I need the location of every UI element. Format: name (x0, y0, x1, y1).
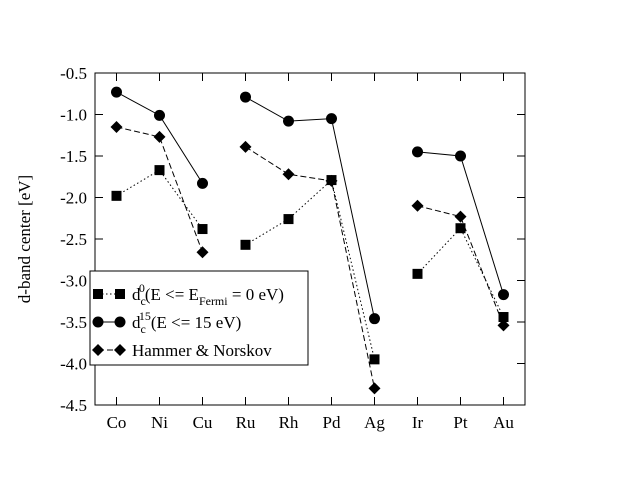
y-tick-label: -1.0 (60, 106, 87, 125)
legend-text-part: Fermi (199, 294, 228, 308)
x-tick-label: Rh (279, 413, 299, 432)
marker (411, 199, 424, 212)
marker (412, 146, 423, 158)
x-tick-label: Ag (364, 413, 385, 432)
marker (110, 120, 123, 133)
marker (196, 246, 209, 259)
marker (197, 177, 208, 189)
marker (412, 268, 423, 279)
marker (326, 113, 337, 125)
marker (498, 289, 509, 301)
y-tick-label: -3.0 (60, 272, 87, 291)
marker (240, 239, 251, 250)
series-line (116, 126, 203, 253)
x-tick-label: Cu (193, 413, 213, 432)
legend-text-part: (E <= 15 eV) (151, 313, 241, 332)
series-line (245, 96, 375, 319)
marker (111, 190, 122, 201)
marker (283, 214, 294, 225)
series-line (417, 205, 504, 326)
marker (325, 174, 338, 187)
series-line (245, 146, 375, 389)
marker (454, 210, 467, 223)
series-line (116, 169, 203, 230)
y-tick-label: -0.5 (60, 64, 87, 83)
marker (455, 223, 466, 234)
x-tick-label: Pd (323, 413, 341, 432)
marker (93, 289, 103, 299)
marker (368, 382, 381, 395)
legend-text-part: (E <= E (145, 285, 199, 304)
x-tick-label: Pt (453, 413, 467, 432)
marker (239, 140, 252, 153)
legend-text-part: d (132, 285, 141, 304)
marker (369, 313, 380, 325)
legend-text-part: c (141, 322, 146, 336)
marker (114, 344, 126, 356)
marker (282, 168, 295, 181)
series-line (245, 179, 375, 360)
marker (498, 312, 509, 323)
legend-label: dc0(E <= EFermi = 0 eV) (132, 281, 284, 308)
y-tick-label: -4.0 (60, 355, 87, 374)
marker (92, 316, 104, 328)
marker (153, 130, 166, 143)
y-tick-label: -3.5 (60, 313, 87, 332)
y-tick-label: -2.0 (60, 189, 87, 208)
marker (154, 109, 165, 121)
marker (92, 344, 104, 356)
marker (111, 86, 122, 98)
legend-text-part: 15 (139, 309, 151, 323)
marker (497, 319, 510, 332)
legend-text-part: Hammer & Norskov (132, 341, 272, 360)
marker (114, 316, 126, 328)
legend-label: Hammer & Norskov (132, 341, 272, 360)
y-tick-label: -1.5 (60, 147, 87, 166)
x-tick-label: Ru (236, 413, 256, 432)
marker (154, 165, 165, 176)
legend-text-part: = 0 eV) (228, 285, 284, 304)
legend-text-part: d (132, 313, 141, 332)
y-tick-label: -4.5 (60, 396, 87, 415)
x-tick-label: Ir (412, 413, 424, 432)
y-tick-label: -2.5 (60, 230, 87, 249)
legend-box (89, 270, 309, 366)
marker (197, 224, 208, 235)
legend-label: dc15(E <= 15 eV) (132, 309, 241, 336)
legend-text-part: 0 (139, 281, 145, 295)
marker (369, 354, 380, 365)
y-axis-label: d-band center [eV] (15, 175, 34, 303)
x-tick-label: Co (107, 413, 127, 432)
marker (240, 91, 251, 103)
x-tick-label: Au (493, 413, 514, 432)
series-line (417, 227, 504, 318)
marker (283, 115, 294, 127)
legend-text-part: c (141, 294, 146, 308)
marker (115, 289, 125, 299)
marker (455, 150, 466, 162)
x-tick-label: Ni (151, 413, 168, 432)
